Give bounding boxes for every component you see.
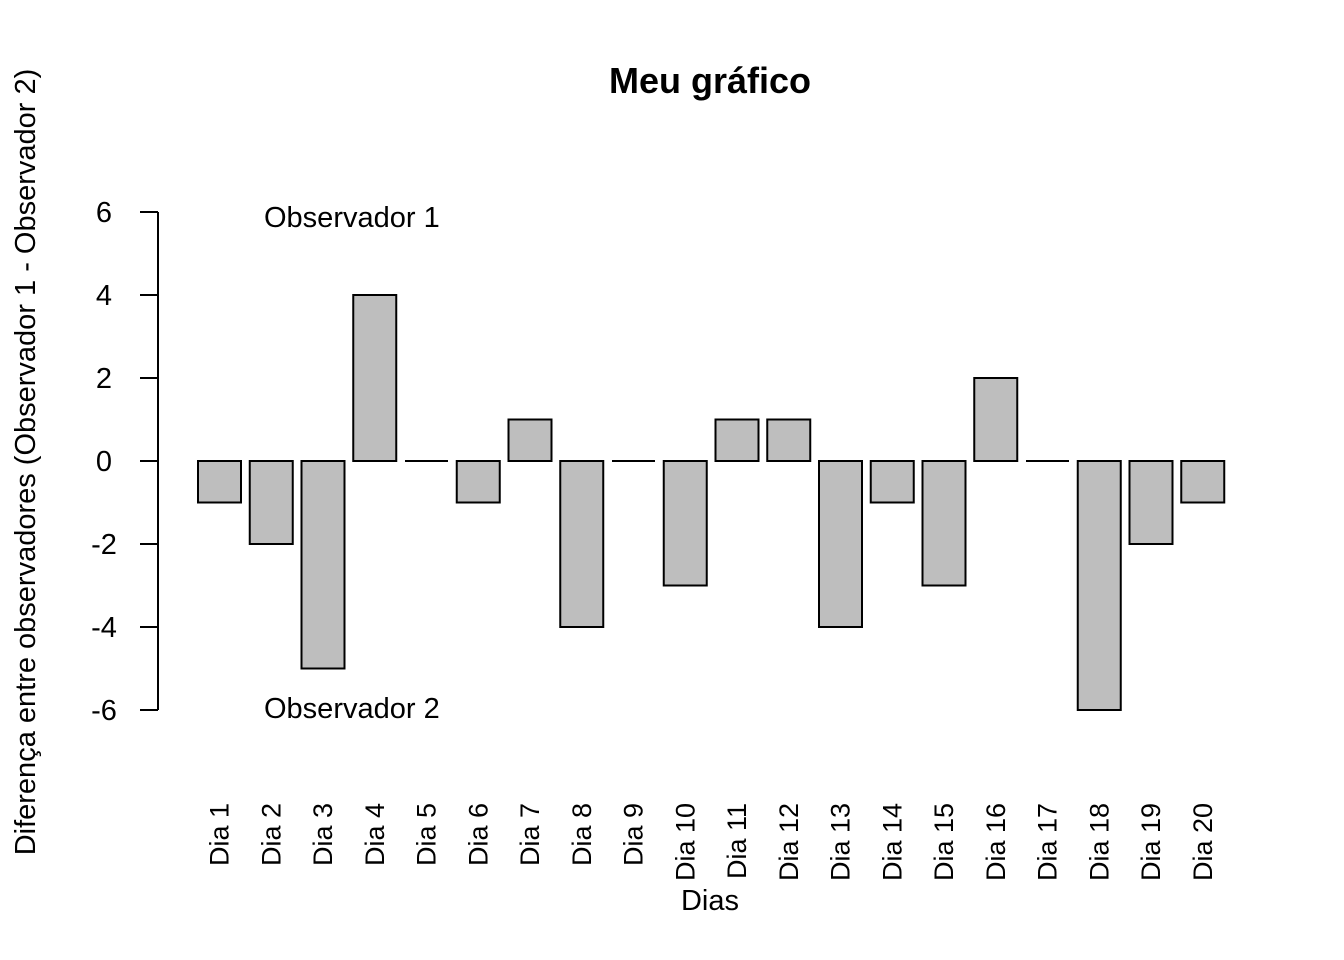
x-category-label: Dia 5 [412, 803, 442, 866]
y-axis-label: Diferença entre observadores (Observador… [10, 69, 42, 856]
x-category-label: Dia 7 [515, 803, 545, 866]
x-category-label: Dia 10 [670, 803, 700, 881]
x-category-label: Dia 4 [360, 803, 390, 866]
category-labels: Dia 1 Dia 2 Dia 3 Dia 4 Dia 5 Dia 6 Dia 7 Dia 8… [205, 803, 1218, 881]
y-tick-label: 2 [96, 363, 112, 395]
x-axis-label: Dias [681, 885, 739, 917]
bar [559, 460, 605, 628]
x-category-label: Dia 11 [722, 803, 752, 879]
y-tick-label: 4 [96, 280, 112, 312]
x-category-label: Dia 8 [567, 803, 597, 866]
x-category-label: Dia 16 [981, 803, 1011, 881]
bar [921, 460, 967, 587]
bar [1076, 460, 1122, 711]
y-tick-label: -4 [91, 612, 117, 644]
y-tick-label: -6 [91, 695, 117, 727]
x-category-label: Dia 9 [619, 803, 649, 866]
x-category-label: Dia 18 [1084, 803, 1114, 881]
bar [197, 460, 242, 504]
x-category-label: Dia 1 [205, 803, 235, 866]
y-tick-label: -2 [91, 529, 117, 561]
bar [1180, 460, 1226, 504]
bar [507, 418, 553, 462]
x-category-label: Dia 20 [1188, 803, 1218, 881]
x-category-label: Dia 6 [463, 803, 493, 866]
x-category-label: Dia 17 [1033, 803, 1063, 881]
x-category-label: Dia 15 [929, 803, 959, 881]
bar [818, 460, 863, 628]
x-category-label: Dia 14 [877, 803, 907, 881]
bar [455, 460, 501, 504]
x-category-label: Dia 2 [256, 803, 286, 866]
y-tick-label: 0 [96, 446, 112, 478]
bar [300, 460, 346, 670]
bar [662, 460, 708, 587]
annotation-observer-1: Observador 1 [264, 202, 440, 234]
annotation-observer-2: Observador 2 [264, 693, 440, 725]
y-axis: 6 4 2 0 -2 -4 -6 [91, 197, 159, 727]
chart-title: Meu gráfico [609, 60, 811, 101]
bar [973, 377, 1019, 462]
x-category-label: Dia 3 [308, 803, 338, 866]
x-category-label: Dia 13 [826, 803, 856, 881]
x-category-label: Dia 19 [1136, 803, 1166, 881]
x-category-label: Dia 12 [774, 803, 804, 881]
bar [766, 418, 812, 462]
bar [352, 294, 398, 462]
bar [1128, 460, 1174, 545]
y-tick-label: 6 [96, 197, 112, 229]
bar [869, 460, 915, 504]
bar [248, 460, 294, 545]
bars [197, 294, 1226, 711]
bar [714, 418, 760, 462]
